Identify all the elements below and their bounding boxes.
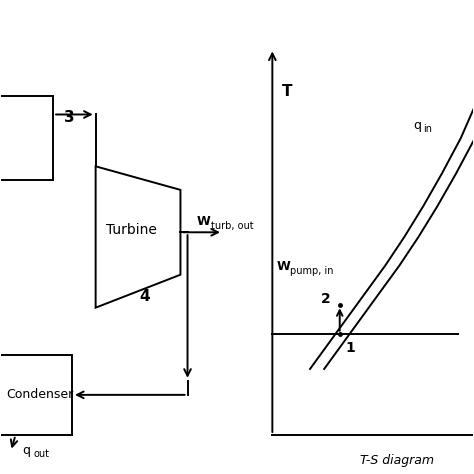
Text: 1: 1	[346, 340, 355, 355]
Bar	[0, 96, 53, 181]
Text: in: in	[423, 124, 432, 135]
Bar	[0, 355, 72, 435]
Text: Condenser: Condenser	[6, 388, 73, 401]
Text: T-S diagram: T-S diagram	[360, 454, 434, 467]
Text: q: q	[414, 118, 422, 132]
Text: 4: 4	[140, 289, 150, 304]
Text: 3: 3	[64, 109, 75, 125]
Text: W: W	[197, 215, 211, 228]
Text: W: W	[277, 260, 291, 273]
Text: pump, in: pump, in	[290, 266, 333, 276]
Polygon shape	[96, 166, 181, 308]
Text: q: q	[23, 444, 31, 457]
Text: out: out	[34, 448, 49, 458]
Text: turb, out: turb, out	[211, 220, 254, 230]
Text: Turbine: Turbine	[106, 223, 156, 237]
Text: 2: 2	[321, 292, 331, 306]
Text: T: T	[282, 83, 292, 99]
